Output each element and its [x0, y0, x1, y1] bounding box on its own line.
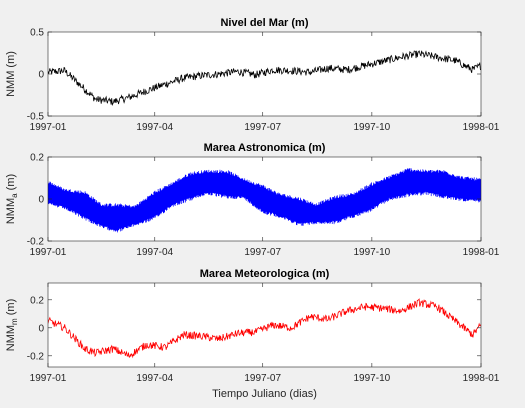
x-tick-label: 1997-01	[30, 122, 67, 133]
y-tick-label: 0.2	[30, 153, 44, 164]
y-tick-label: -0.5	[27, 112, 45, 123]
x-tick-label: 1997-07	[244, 373, 281, 384]
chart-title: Marea Meteorologica (m)	[200, 268, 330, 280]
x-tick-label: 1998-01	[463, 373, 500, 384]
x-tick-label: 1997-07	[244, 122, 281, 133]
chart-title: Nivel del Mar (m)	[220, 17, 308, 29]
x-tick-label: 1997-10	[354, 122, 391, 133]
y-axis-label: NMM (m)	[5, 51, 17, 97]
axes-box	[47, 282, 482, 368]
x-tick-label: 1998-01	[463, 247, 500, 258]
chart-title: Marea Astronomica (m)	[204, 142, 326, 154]
y-axis-label: NMMm (m)	[5, 299, 19, 352]
x-tick-label: 1997-10	[354, 247, 391, 258]
y-tick-label: -0.2	[27, 351, 45, 362]
y-tick-label: 0.2	[30, 295, 44, 306]
y-axis-label: NMMa (m)	[5, 174, 19, 224]
x-tick-label: 1997-04	[136, 122, 173, 133]
y-tick-label: -0.2	[27, 237, 45, 248]
plot-area	[48, 32, 481, 116]
y-tick-label: 0	[38, 323, 44, 334]
x-tick-label: 1998-01	[463, 122, 500, 133]
y-tick-label: 0	[38, 195, 44, 206]
x-tick-label: 1997-10	[354, 373, 391, 384]
panel-marea-astronomica: 1997-01 1997-04 1997-07 1997-10 1998-01 0.2 0 -…	[5, 142, 500, 258]
panel-marea-meteorologica: 1997-01 1997-04 1997-07 1997-10 1998-01 0.2 0 -…	[5, 268, 500, 400]
panel-nivel-del-mar: 1997-01 1997-04 1997-07 1997-10 1998-01 0.5 0 -…	[5, 17, 500, 133]
x-tick-label: 1997-01	[30, 373, 67, 384]
series-line-nivel-del-mar	[48, 50, 481, 107]
x-tick-label: 1997-04	[136, 373, 173, 384]
plot-area	[48, 283, 481, 367]
series-line-marea-meteorologica	[48, 298, 481, 359]
x-tick-label: 1997-01	[30, 247, 67, 258]
y-tick-label: 0	[38, 70, 44, 81]
x-tick-label: 1997-07	[244, 247, 281, 258]
series-line-marea-astronomica	[48, 168, 481, 233]
x-tick-label: 1997-04	[136, 247, 173, 258]
y-tick-label: 0.5	[30, 28, 44, 39]
x-axis-label: Tiempo Juliano (dias)	[212, 388, 317, 400]
